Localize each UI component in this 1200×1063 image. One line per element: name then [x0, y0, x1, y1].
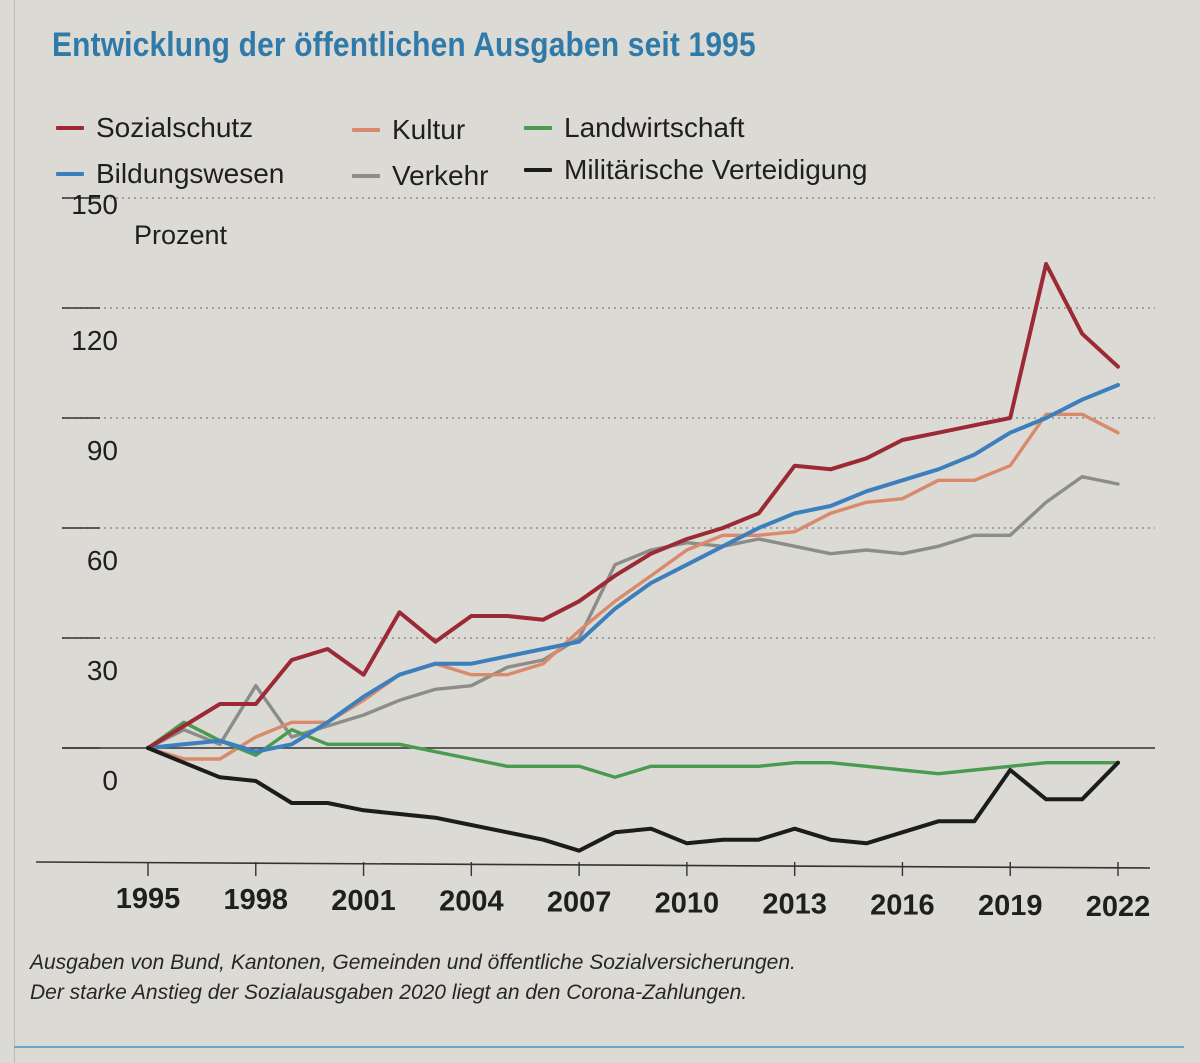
xtick-label-1998: 1998	[224, 884, 289, 916]
ytick-label-60: 60	[87, 545, 118, 576]
legend-item-kultur: Kultur	[352, 114, 465, 146]
xtick-label-2016: 2016	[870, 889, 935, 921]
legend-item-militaer: Militärische Verteidigung	[524, 154, 868, 186]
xtick-label-1995: 1995	[116, 883, 181, 915]
line-chart: 0 30 60 90 120 150 Prozent 1995 1998 2001 2004 20…	[35, 189, 1155, 923]
legend-label-landwirtschaft: Landwirtschaft	[564, 112, 745, 143]
chart-title: Entwicklung der öffentlichen Ausgaben se…	[52, 26, 756, 64]
legend-label-kultur: Kultur	[392, 114, 466, 145]
series-line-militärische-verteidigung	[146, 746, 1120, 853]
legend-label-militaer: Militärische Verteidigung	[564, 154, 868, 185]
series-line-bildungswesen	[146, 383, 1120, 754]
caption-line-2: Der starke Anstieg der Sozialausgaben 20…	[30, 981, 748, 1004]
legend-swatch-militaer	[524, 168, 552, 172]
legend-item-verkehr: Verkehr	[352, 160, 489, 192]
series-line-landwirtschaft	[146, 720, 1120, 779]
y-axis-label: Prozent	[134, 220, 228, 250]
xtick-label-2019: 2019	[978, 890, 1043, 922]
legend-swatch-sozialschutz	[56, 126, 84, 130]
series-line-verkehr	[146, 475, 1120, 750]
legend: Sozialschutz Kultur Landwirtschaft Bildu…	[56, 112, 1056, 202]
ytick-label-0: 0	[102, 765, 118, 796]
xtick-label-2004: 2004	[439, 886, 504, 918]
series-line-sozialschutz	[146, 262, 1120, 750]
legend-swatch-verkehr	[352, 174, 380, 178]
chart-frame	[14, 0, 1195, 1063]
caption-line-1: Ausgaben von Bund, Kantonen, Gemeinden u…	[30, 951, 796, 974]
legend-label-sozialschutz: Sozialschutz	[96, 112, 254, 143]
xtick-label-2010: 2010	[655, 888, 720, 920]
xtick-label-2007: 2007	[547, 887, 612, 919]
bottom-rule	[14, 1046, 1184, 1048]
xtick-label-2001: 2001	[331, 885, 396, 917]
legend-swatch-bildungswesen	[56, 172, 84, 176]
x-axis-line	[35, 861, 1151, 869]
ytick-label-150: 150	[71, 189, 118, 220]
series-lines	[146, 262, 1120, 853]
caption: Ausgaben von Bund, Kantonen, Gemeinden u…	[30, 948, 796, 1008]
ytick-label-90: 90	[87, 435, 118, 466]
legend-item-sozialschutz: Sozialschutz	[56, 112, 253, 144]
legend-label-verkehr: Verkehr	[392, 160, 489, 191]
legend-item-bildungswesen: Bildungswesen	[56, 158, 284, 190]
legend-item-landwirtschaft: Landwirtschaft	[524, 112, 745, 144]
legend-swatch-kultur	[352, 128, 380, 132]
ytick-label-30: 30	[87, 655, 118, 686]
legend-swatch-landwirtschaft	[524, 126, 552, 130]
xtick-label-2013: 2013	[762, 888, 827, 920]
series-line-kultur	[146, 412, 1120, 761]
x-axis: 1995 1998 2001 2004 2007 2010 2013 2016 2019 2022	[35, 861, 1151, 923]
xtick-label-2022: 2022	[1086, 891, 1151, 923]
ytick-label-120: 120	[71, 325, 118, 356]
legend-label-bildungswesen: Bildungswesen	[96, 158, 285, 189]
y-tick-labels: 0 30 60 90 120 150	[71, 189, 118, 796]
